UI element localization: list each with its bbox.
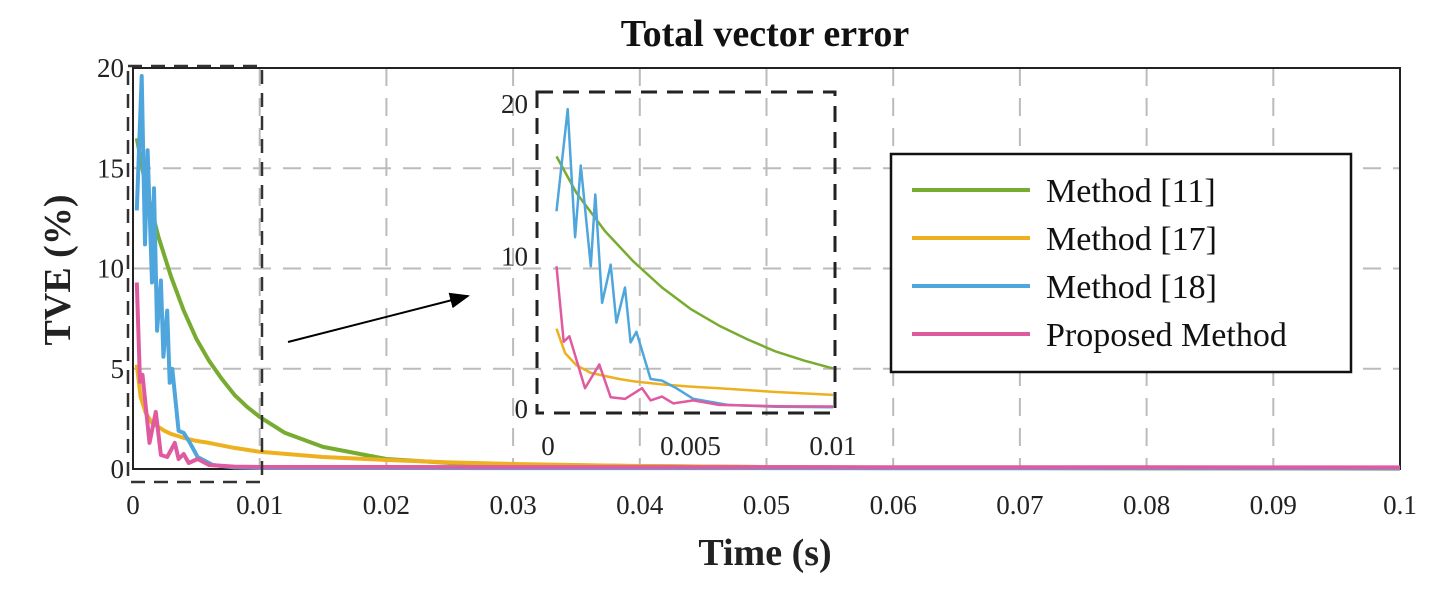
legend-label: Method [11]	[1046, 173, 1216, 210]
series-line-method-17-	[134, 364, 1401, 471]
series-line-proposed-method	[134, 282, 1401, 470]
inset-series-lines	[555, 107, 834, 409]
x-tick-label: 0.1	[1383, 490, 1417, 520]
x-ticks: 0 0.01 0.02 0.03 0.04 0.05 0.06 0.07 0.08 0.09 0.1	[126, 490, 1417, 520]
y-axis-label: TVE (%)	[37, 195, 79, 346]
chart-title: Total vector error	[621, 13, 910, 55]
inset-frame	[535, 90, 837, 415]
series-lines	[134, 74, 1401, 471]
legend-label: Method [17]	[1046, 221, 1217, 258]
x-tick-label: 0.05	[743, 490, 790, 520]
x-tick-label: 0.08	[1123, 490, 1170, 520]
x-tick-label: 0.03	[489, 490, 536, 520]
x-tick-label: 0.07	[996, 490, 1043, 520]
inset-line-method-17-	[555, 328, 834, 397]
inset-y-tick-label: 0	[515, 394, 529, 424]
inset-line-method-11-	[555, 155, 834, 370]
inset-x-tick-label: 0.005	[660, 431, 721, 461]
y-tick-label: 15	[97, 153, 124, 183]
y-tick-label: 20	[97, 53, 124, 83]
inset-line-proposed-method	[555, 266, 834, 408]
inset-y-tick-label: 10	[501, 242, 528, 272]
inset-x-tick-label: 0	[541, 431, 555, 461]
legend-label: Method [18]	[1046, 269, 1217, 306]
y-tick-label: 0	[111, 454, 125, 484]
inset-line-method-18-	[555, 107, 834, 409]
x-axis-label: Time (s)	[698, 532, 831, 574]
x-tick-label: 0.02	[363, 490, 410, 520]
x-tick-label: 0.09	[1250, 490, 1297, 520]
inset-plot: 0 0.005 0.01 0 10 20	[501, 89, 857, 461]
x-tick-label: 0.01	[236, 490, 283, 520]
inset-y-tick-label: 20	[501, 89, 528, 119]
legend: Method [11] Method [17] Method [18] Propose…	[889, 152, 1353, 374]
y-tick-label: 10	[97, 254, 124, 284]
zoom-arrow	[287, 292, 470, 343]
y-ticks: 0 5 10 15 20	[97, 53, 124, 484]
x-tick-label: 0.04	[616, 490, 664, 520]
x-tick-label: 0	[126, 490, 140, 520]
y-tick-label: 5	[111, 354, 125, 384]
legend-label: Proposed Method	[1046, 317, 1287, 354]
x-tick-label: 0.06	[870, 490, 917, 520]
inset-x-tick-label: 0.01	[809, 431, 856, 461]
inset-ticks: 0 0.005 0.01 0 10 20	[501, 89, 857, 461]
